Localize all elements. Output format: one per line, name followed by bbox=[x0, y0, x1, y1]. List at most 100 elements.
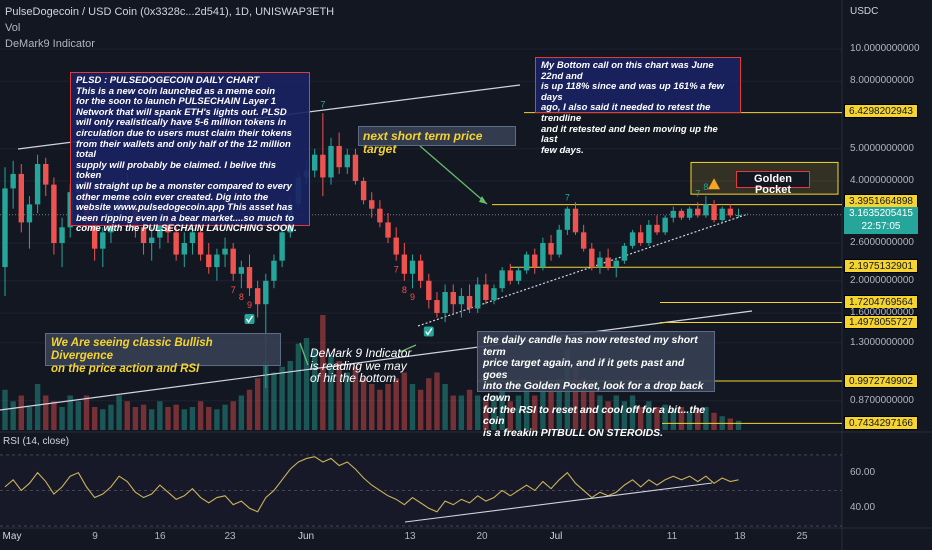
candle-body bbox=[711, 204, 717, 221]
check-icon-mark bbox=[245, 315, 254, 324]
lower-trendline bbox=[0, 310, 753, 411]
candle-body bbox=[670, 210, 676, 218]
volume-bar bbox=[312, 349, 318, 430]
currency-label: USDC bbox=[850, 6, 879, 17]
candle-body bbox=[91, 217, 98, 249]
info-note: PLSD : PULSEDOGECOIN DAILY CHART This is… bbox=[70, 72, 310, 234]
warning-icon bbox=[708, 178, 721, 190]
rsi-tick-label: 60.00 bbox=[850, 466, 876, 478]
candle-body bbox=[475, 284, 481, 309]
volume-bar bbox=[271, 372, 277, 430]
demark-count-label: 7 bbox=[565, 193, 570, 203]
price-tag-level-2: 3.3951664898 bbox=[844, 194, 918, 208]
candle bbox=[540, 237, 546, 271]
x-tick-label: 23 bbox=[224, 531, 236, 542]
candle-body bbox=[409, 260, 416, 274]
volume-bar bbox=[34, 384, 41, 430]
candle bbox=[385, 213, 391, 244]
candle bbox=[59, 217, 65, 268]
volume-bar bbox=[589, 389, 595, 430]
candle bbox=[629, 229, 636, 249]
candle-body bbox=[417, 260, 424, 281]
candle-body bbox=[523, 254, 530, 271]
volume-bar bbox=[116, 395, 122, 430]
candle bbox=[426, 273, 432, 309]
volume-bar bbox=[613, 395, 619, 430]
demark-count-label: 9 bbox=[247, 300, 252, 310]
candle-body bbox=[369, 200, 375, 209]
x-tick-label: 20 bbox=[476, 531, 488, 542]
candle-body bbox=[442, 292, 448, 313]
x-tick-label: 9 bbox=[92, 531, 98, 542]
volume-bar bbox=[475, 395, 481, 430]
candle bbox=[605, 248, 611, 271]
candle-body bbox=[181, 243, 187, 255]
demark-count-label: 9 bbox=[410, 292, 415, 302]
volume-bar bbox=[238, 395, 245, 430]
volume-bar bbox=[67, 395, 73, 430]
x-tick-label: 13 bbox=[404, 531, 416, 542]
volume-bar bbox=[426, 378, 432, 430]
candle bbox=[246, 254, 253, 296]
x-tick-label: Jun bbox=[297, 531, 315, 542]
candle-body bbox=[613, 260, 619, 268]
candle bbox=[312, 148, 318, 178]
candle bbox=[499, 267, 505, 293]
candle-body bbox=[491, 288, 497, 301]
y-tick-label: 0.8700000000 bbox=[850, 394, 914, 406]
candle bbox=[51, 177, 57, 255]
volume-bar bbox=[654, 407, 660, 430]
candle bbox=[703, 196, 709, 218]
candle-body bbox=[254, 288, 261, 305]
x-tick-label: 11 bbox=[666, 531, 678, 542]
annotation-arrows bbox=[299, 145, 488, 366]
candle-body bbox=[695, 208, 701, 216]
volume-bar bbox=[491, 395, 497, 430]
volume-bar bbox=[532, 395, 538, 430]
candle bbox=[393, 227, 399, 261]
candle-body bbox=[727, 208, 734, 216]
candle bbox=[344, 148, 350, 174]
support-trendline bbox=[417, 213, 749, 327]
y-tick-label: 1.3000000000 bbox=[850, 336, 914, 348]
candle bbox=[222, 237, 228, 268]
candle bbox=[442, 284, 448, 323]
price-tag-level-1: 6.4298202943 bbox=[844, 104, 918, 118]
candle bbox=[320, 113, 326, 197]
y-tick-label: 10.0000000000 bbox=[850, 43, 920, 54]
candle-body bbox=[10, 173, 16, 189]
candle-body bbox=[344, 154, 350, 168]
candle-body bbox=[654, 224, 660, 233]
volume-bar bbox=[124, 401, 130, 430]
volume-bar bbox=[295, 343, 302, 430]
candle-body bbox=[206, 254, 212, 268]
candle bbox=[417, 254, 424, 289]
candle bbox=[181, 232, 187, 268]
candle-body bbox=[336, 145, 342, 168]
candle-body bbox=[157, 217, 163, 238]
candle-body bbox=[646, 224, 652, 244]
candle bbox=[727, 204, 734, 218]
candle-body bbox=[556, 229, 562, 255]
candle-body bbox=[466, 295, 473, 309]
candle-body bbox=[26, 204, 33, 223]
candle-body bbox=[572, 208, 579, 233]
candle-body bbox=[719, 208, 725, 221]
volume-bar bbox=[108, 404, 114, 430]
y-tick-label: 1.6000000000 bbox=[850, 306, 914, 318]
volume-bar bbox=[572, 366, 579, 430]
candle-body bbox=[246, 267, 253, 289]
candles bbox=[2, 113, 742, 389]
candle bbox=[377, 200, 383, 228]
candle-body bbox=[263, 280, 269, 305]
candle-body bbox=[426, 280, 432, 301]
vol-label: Vol bbox=[5, 22, 21, 34]
candle bbox=[515, 267, 522, 285]
check-icon bbox=[423, 326, 434, 337]
candle-body bbox=[621, 245, 628, 261]
candle-body bbox=[597, 257, 603, 268]
rsi-pane bbox=[0, 454, 842, 527]
volume-bar bbox=[43, 395, 49, 430]
